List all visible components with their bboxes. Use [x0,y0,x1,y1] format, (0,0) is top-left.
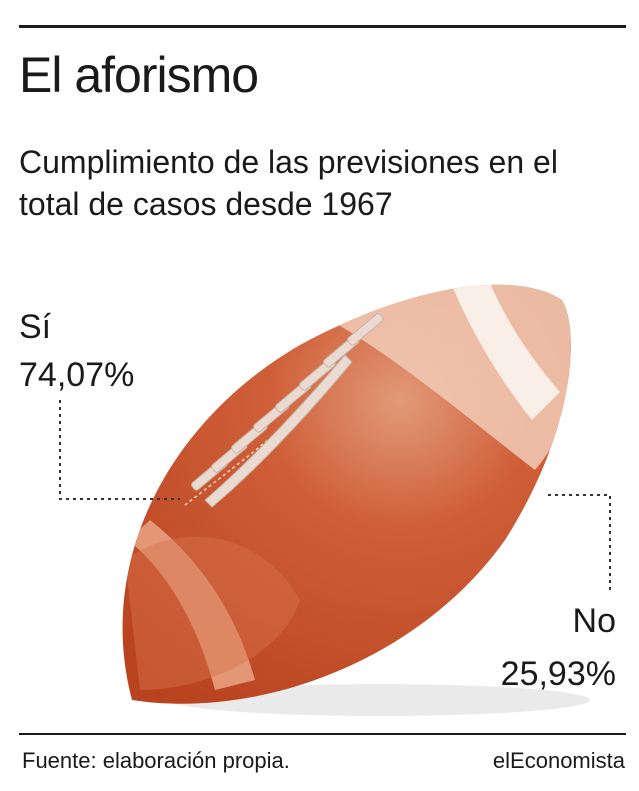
chart-subtitle: Cumplimiento de las previsiones en el to… [19,144,558,222]
ball-stripe-bottom [128,520,255,690]
leader-line-no [548,494,611,592]
label-no-name: No [572,602,616,640]
ball-highlight [330,284,571,470]
top-rule [19,25,626,28]
ball-seam [184,359,351,506]
ball-glow [125,536,300,690]
source-note: Fuente: elaboración propia. [22,748,290,773]
label-no-value: 25,93% [500,655,616,693]
bottom-rule [19,733,626,735]
chart-title: El aforismo [19,47,259,103]
leader-line-yes [59,400,180,500]
label-yes-value: 74,07% [19,356,135,394]
ball-stripe-top [452,284,560,420]
brand-name: elEconomista [492,748,625,773]
ball-laces [191,313,384,508]
label-yes-name: Sí [19,308,52,346]
